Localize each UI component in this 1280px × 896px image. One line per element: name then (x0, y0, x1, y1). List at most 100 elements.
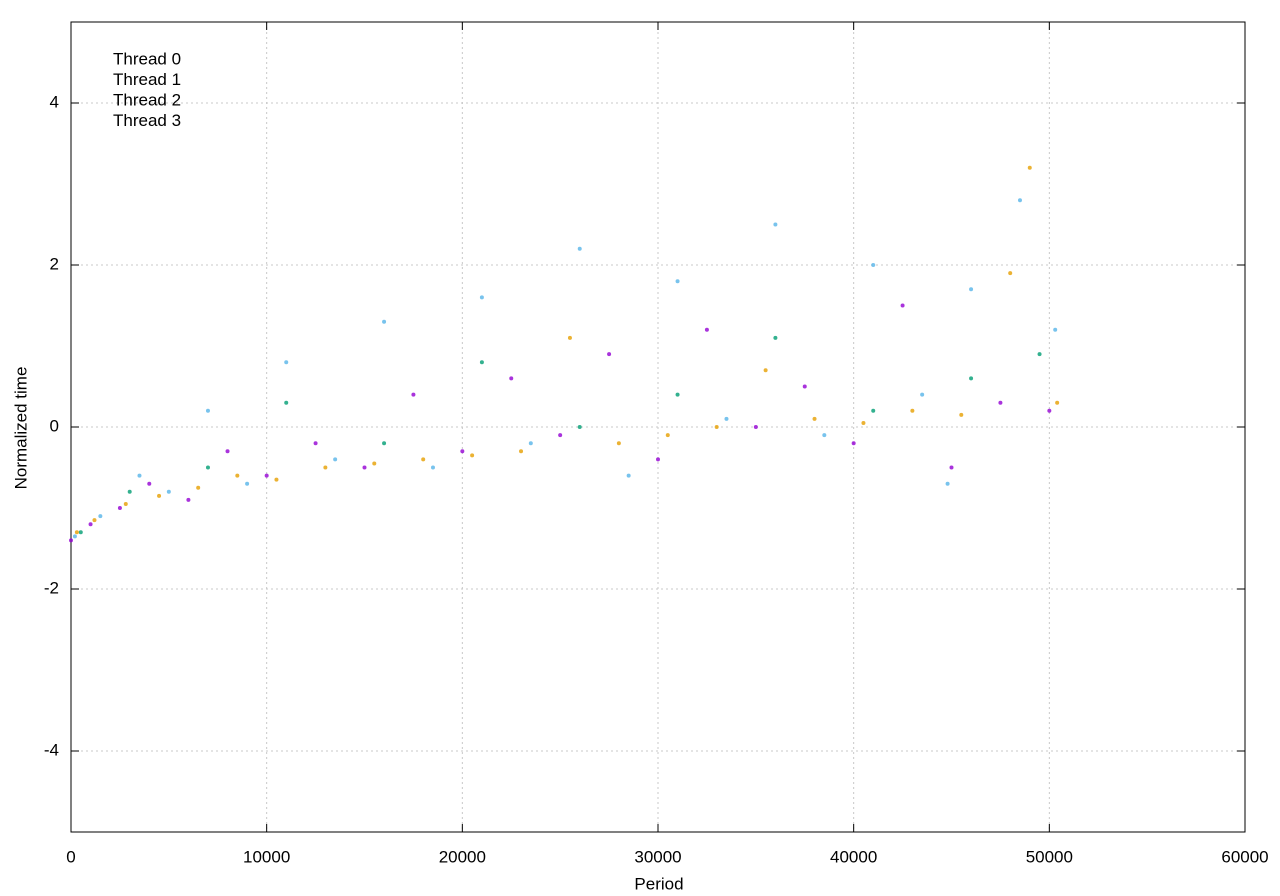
point (724, 416, 729, 421)
point (117, 506, 122, 510)
point (773, 222, 778, 227)
point (763, 368, 768, 373)
plot-frame (70, 21, 1246, 833)
point (773, 335, 778, 340)
point (528, 441, 533, 446)
x-tick-label: 20000 (439, 847, 486, 866)
point (264, 473, 269, 478)
point (626, 473, 631, 478)
point (157, 493, 162, 498)
y-tick-label: 0 (50, 416, 59, 435)
point (284, 400, 289, 405)
point (945, 481, 950, 486)
point (861, 420, 866, 425)
point (577, 425, 582, 429)
point (137, 473, 142, 478)
point (72, 534, 77, 539)
point (205, 465, 210, 470)
point (382, 319, 387, 324)
point (998, 400, 1003, 405)
legend-label: Thread 3 (113, 111, 181, 130)
point (1047, 408, 1052, 413)
point (1027, 165, 1032, 170)
point (147, 481, 152, 486)
point (69, 538, 73, 543)
point (479, 295, 484, 300)
point (1017, 198, 1022, 203)
x-axis-label: Period (634, 874, 683, 893)
point (577, 246, 582, 251)
y-tick-label: -4 (44, 740, 59, 759)
point (607, 352, 612, 357)
point (920, 392, 925, 397)
point (656, 457, 660, 462)
point (74, 530, 79, 535)
x-tick-label: 10000 (243, 847, 290, 866)
point (245, 481, 250, 486)
point (313, 441, 318, 446)
x-tick-label: 30000 (634, 847, 681, 866)
point (509, 376, 514, 381)
point (186, 497, 191, 502)
point (421, 457, 426, 462)
point (900, 303, 905, 308)
point (969, 287, 974, 292)
point (382, 441, 387, 446)
point (127, 489, 132, 494)
point (704, 327, 709, 332)
x-tick-label: 40000 (830, 847, 877, 866)
point (430, 465, 435, 470)
point (470, 453, 475, 458)
point (812, 416, 817, 421)
point (78, 530, 83, 535)
point (92, 518, 97, 523)
legend-label: Thread 0 (113, 49, 181, 68)
point (284, 360, 289, 365)
point (949, 465, 954, 470)
legend-label: Thread 1 (113, 70, 181, 89)
point (969, 376, 974, 381)
point (225, 449, 230, 454)
point (98, 514, 103, 519)
y-tick-label: 4 (50, 92, 59, 111)
point (1053, 327, 1058, 332)
point (753, 425, 758, 429)
point (1037, 352, 1042, 357)
point (665, 433, 670, 438)
point (959, 412, 964, 417)
point (460, 449, 465, 454)
point (851, 441, 856, 446)
point (235, 473, 240, 478)
point (871, 408, 876, 413)
point (479, 360, 484, 365)
point (910, 408, 915, 413)
point (675, 279, 680, 284)
point (166, 489, 171, 494)
y-axis-label: Normalized time (11, 367, 30, 490)
point (802, 384, 807, 389)
point (616, 441, 621, 446)
point (714, 425, 719, 429)
x-tick-label: 50000 (1026, 847, 1073, 866)
point (196, 485, 201, 490)
x-tick-label: 0 (66, 847, 75, 866)
point (567, 335, 572, 340)
point (323, 465, 328, 470)
point (1055, 400, 1060, 405)
point (822, 433, 827, 438)
point (205, 408, 210, 413)
point (519, 449, 524, 454)
point (871, 263, 876, 267)
point (372, 461, 377, 466)
point (411, 392, 416, 397)
point (558, 433, 563, 438)
x-tick-label: 60000 (1221, 847, 1268, 866)
point (123, 501, 128, 506)
point (362, 465, 367, 470)
point (333, 457, 338, 462)
point (675, 392, 680, 397)
point (1008, 271, 1013, 276)
y-tick-label: -2 (44, 578, 59, 597)
point (274, 477, 279, 482)
